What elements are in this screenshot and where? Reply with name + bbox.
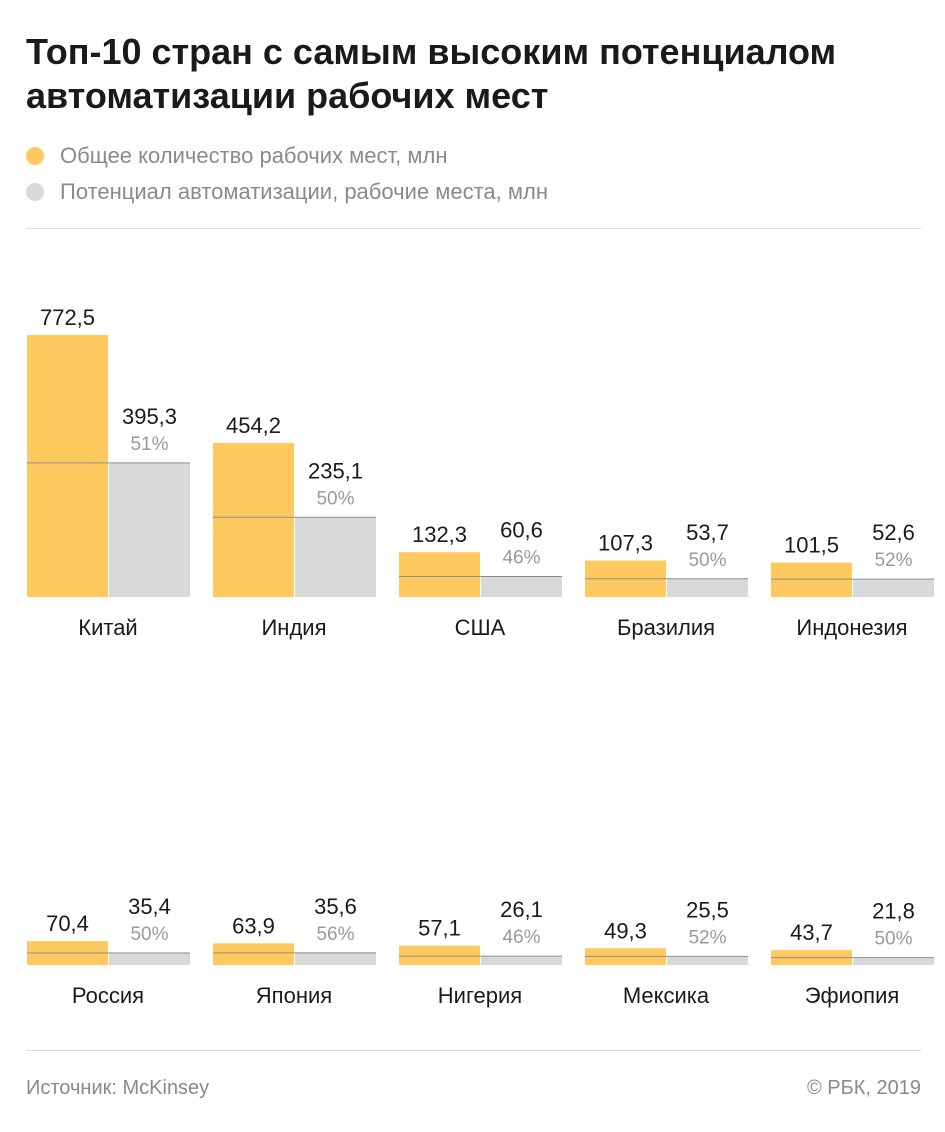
value-label-automation: 35,6 — [314, 894, 357, 919]
category-label: Индия — [261, 615, 326, 640]
category-label: Эфиопия — [805, 983, 900, 1008]
bar-total — [213, 442, 294, 597]
share-label: 50% — [688, 550, 726, 571]
value-label-automation: 25,5 — [686, 897, 729, 922]
value-label-automation: 395,3 — [122, 404, 177, 429]
bar-total — [771, 562, 852, 597]
share-label: 56% — [316, 924, 354, 945]
category-label: Япония — [256, 983, 332, 1008]
copyright: © РБК, 2019 — [806, 1077, 921, 1099]
bar-automation — [481, 576, 562, 597]
bar-automation — [481, 956, 562, 965]
chart-title: Топ-10 стран с самым высоким потенциалом… — [26, 31, 837, 116]
value-label-total: 43,7 — [790, 920, 833, 945]
bar-total — [399, 945, 480, 965]
category-label: США — [455, 615, 506, 640]
legend-swatch-total — [26, 147, 44, 165]
legend-label-total: Общее количество рабочих мест, млн — [60, 143, 448, 168]
share-label: 50% — [874, 929, 912, 950]
category-label: Нигерия — [438, 983, 522, 1008]
value-label-total: 132,3 — [412, 522, 467, 547]
value-label-total: 107,3 — [598, 531, 653, 556]
category-label: Мексика — [623, 983, 710, 1008]
bar-automation — [109, 952, 190, 965]
bar-automation — [109, 462, 190, 597]
source-note: Источник: McKinsey — [26, 1077, 210, 1099]
share-label: 46% — [502, 547, 540, 568]
value-label-automation: 35,4 — [128, 894, 171, 919]
bar-automation — [295, 952, 376, 965]
bar-automation — [853, 579, 934, 597]
value-label-automation: 21,8 — [872, 899, 915, 924]
share-label: 52% — [688, 927, 726, 948]
value-label-total: 454,2 — [226, 413, 281, 438]
value-label-total: 49,3 — [604, 918, 647, 943]
value-label-total: 70,4 — [46, 911, 89, 936]
legend-label-automation: Потенциал автоматизации, рабочие места, … — [60, 179, 549, 204]
category-label: Бразилия — [617, 615, 715, 640]
bar-total — [399, 552, 480, 597]
divider-top — [26, 228, 921, 229]
value-label-automation: 52,6 — [872, 520, 915, 545]
share-label: 51% — [130, 434, 168, 455]
share-label: 50% — [130, 924, 168, 945]
bar-chart: 772,5 395,3 51% Китай 454,2 235,1 50% Индия 132,… — [27, 305, 934, 1008]
legend-item-automation: Потенциал автоматизации, рабочие места, … — [26, 174, 548, 210]
legend-swatch-automation — [26, 183, 44, 201]
value-label-total: 63,9 — [232, 913, 275, 938]
bar-total — [213, 943, 294, 965]
category-label: Россия — [72, 983, 144, 1008]
divider-bottom — [26, 1050, 921, 1051]
value-label-total: 57,1 — [418, 916, 461, 941]
share-label: 46% — [502, 927, 540, 948]
bar-total — [27, 335, 108, 597]
legend: Общее количество рабочих мест, млн Потен… — [26, 138, 548, 210]
bar-automation — [295, 517, 376, 597]
value-label-automation: 60,6 — [500, 517, 543, 542]
value-label-automation: 26,1 — [500, 897, 543, 922]
value-label-automation: 53,7 — [686, 520, 729, 545]
legend-item-total: Общее количество рабочих мест, млн — [26, 138, 548, 174]
bar-automation — [853, 957, 934, 965]
share-label: 52% — [874, 550, 912, 571]
share-label: 50% — [316, 488, 354, 509]
value-label-automation: 235,1 — [308, 458, 363, 483]
value-label-total: 101,5 — [784, 533, 839, 558]
category-label: Индонезия — [796, 615, 907, 640]
value-label-total: 772,5 — [40, 305, 95, 330]
bar-automation — [667, 578, 748, 597]
bar-automation — [667, 956, 748, 965]
category-label: Китай — [78, 615, 137, 640]
